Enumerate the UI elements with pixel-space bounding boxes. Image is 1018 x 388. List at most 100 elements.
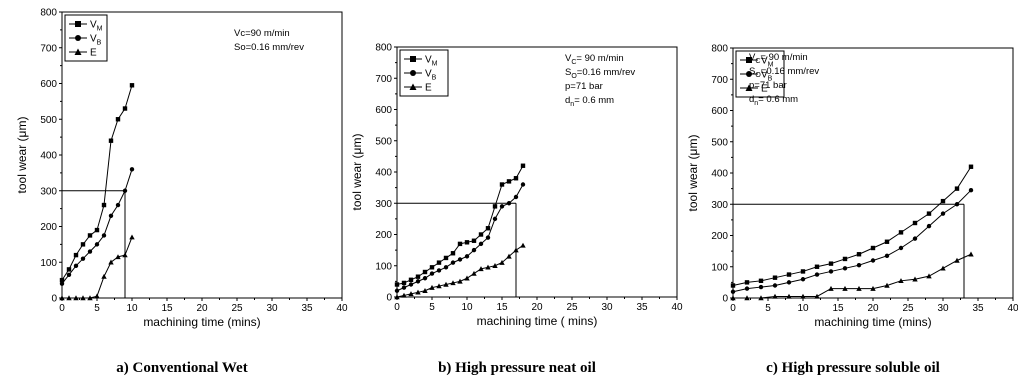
data-point-E [129, 234, 135, 240]
condition-base: S [565, 67, 571, 78]
y-tick-label: 700 [711, 75, 728, 86]
y-tick-label: 500 [40, 115, 57, 126]
data-point-E [478, 266, 484, 272]
condition-base: d [565, 95, 570, 106]
series-E [59, 234, 135, 301]
data-point-E [108, 259, 114, 265]
x-axis-label: machining time (mins) [814, 315, 931, 329]
chart-panel-2: 0 5 10 15 20 25 30 35 40010020030040050060070080… [350, 43, 683, 377]
data-point-E [80, 295, 86, 301]
data-point-E [59, 295, 65, 301]
data-point-VM [800, 269, 806, 274]
data-point-VB [898, 245, 904, 251]
x-tick-label: 30 [601, 302, 613, 313]
data-point-VB [744, 286, 750, 291]
data-point-VB [520, 182, 526, 187]
data-point-E [912, 276, 918, 282]
legend-entry-label: E [90, 48, 97, 59]
data-point-VM [912, 220, 918, 226]
data-point-VB [856, 262, 862, 268]
data-point-VB [513, 194, 519, 200]
data-point-VB [912, 236, 918, 241]
data-point-VB [408, 282, 414, 287]
y-tick-label: 500 [711, 137, 728, 148]
legend-marker-square [75, 21, 81, 27]
data-point-VM [968, 164, 974, 169]
condition-rest: = 0.6 mm [758, 94, 798, 105]
data-point-E [800, 293, 806, 299]
data-point-VM [786, 272, 792, 277]
data-point-E [730, 295, 736, 301]
y-tick-label: 600 [375, 105, 392, 116]
data-point-VM [506, 179, 512, 184]
legend-entry-subscript: B [768, 76, 773, 83]
x-axis-label: machining time ( mins) [477, 314, 598, 328]
x-tick-label: 10 [797, 303, 809, 314]
data-point-VB [842, 266, 848, 271]
panel-caption: a) Conventional Wet [116, 360, 247, 376]
x-tick-label: 35 [301, 303, 313, 314]
legend-entry-label: VB [90, 34, 102, 47]
data-point-E [464, 275, 470, 281]
data-point-E [898, 278, 904, 284]
data-point-VM [926, 211, 932, 216]
condition-base: Vc=90 m/min [234, 28, 290, 39]
y-tick-label: 700 [375, 74, 392, 85]
series-VM [730, 164, 974, 288]
data-point-VM [814, 264, 820, 269]
y-tick-label: 300 [40, 186, 57, 197]
condition-rest: = 90 m/min [760, 52, 807, 63]
legend-entry-label: VM [425, 55, 438, 68]
data-point-VB [499, 204, 505, 209]
legend-entry-base: E [425, 83, 432, 94]
data-point-VB [800, 277, 806, 282]
data-point-VB [485, 235, 491, 240]
x-tick-label: 35 [972, 303, 984, 314]
data-point-E [856, 285, 862, 291]
data-point-E [786, 293, 792, 299]
y-tick-label: 200 [40, 222, 57, 233]
x-tick-label: 20 [196, 303, 208, 314]
legend-entry-base: E [90, 48, 97, 59]
data-point-VB [415, 279, 421, 284]
data-point-VM [828, 261, 834, 266]
data-point-VM [730, 283, 736, 288]
series-line-VM [732, 166, 972, 286]
data-point-E [457, 278, 463, 284]
data-point-VM [422, 269, 428, 275]
data-point-E [513, 247, 519, 253]
x-tick-label: 5 [429, 302, 435, 313]
legend-entry-base: V [425, 55, 432, 66]
condition-subscript: n [754, 100, 758, 107]
series-VB [394, 182, 526, 293]
y-tick-label: 100 [375, 261, 392, 272]
condition-subscript: C [755, 58, 760, 65]
data-point-E [758, 295, 764, 301]
legend-entry-base: V [761, 56, 768, 67]
condition-note: VC= 90 m/min [749, 52, 808, 65]
data-point-E [520, 242, 526, 248]
y-tick-label: 800 [375, 43, 392, 54]
data-point-VB [884, 253, 890, 259]
condition-base: V [749, 52, 756, 63]
legend-entry-base: E [761, 84, 768, 95]
x-tick-label: 40 [336, 303, 348, 314]
data-point-E [122, 252, 128, 258]
data-point-VM [513, 176, 519, 181]
data-point-E [870, 285, 876, 291]
x-tick-label: 40 [1007, 303, 1018, 314]
data-point-VB [828, 269, 834, 274]
legend-marker-circle [410, 70, 416, 76]
data-point-VM [954, 186, 960, 191]
data-point-E [422, 288, 428, 293]
data-point-E [73, 295, 79, 301]
data-point-VB [129, 167, 135, 172]
data-point-E [94, 293, 100, 299]
legend-entry-subscript: M [768, 62, 774, 69]
data-point-E [884, 282, 890, 288]
condition-subscript: n [570, 101, 574, 108]
data-point-E [436, 283, 442, 289]
condition-note: Vc=90 m/min [234, 28, 290, 39]
condition-subscript: C [571, 59, 576, 66]
data-point-VB [436, 268, 442, 273]
